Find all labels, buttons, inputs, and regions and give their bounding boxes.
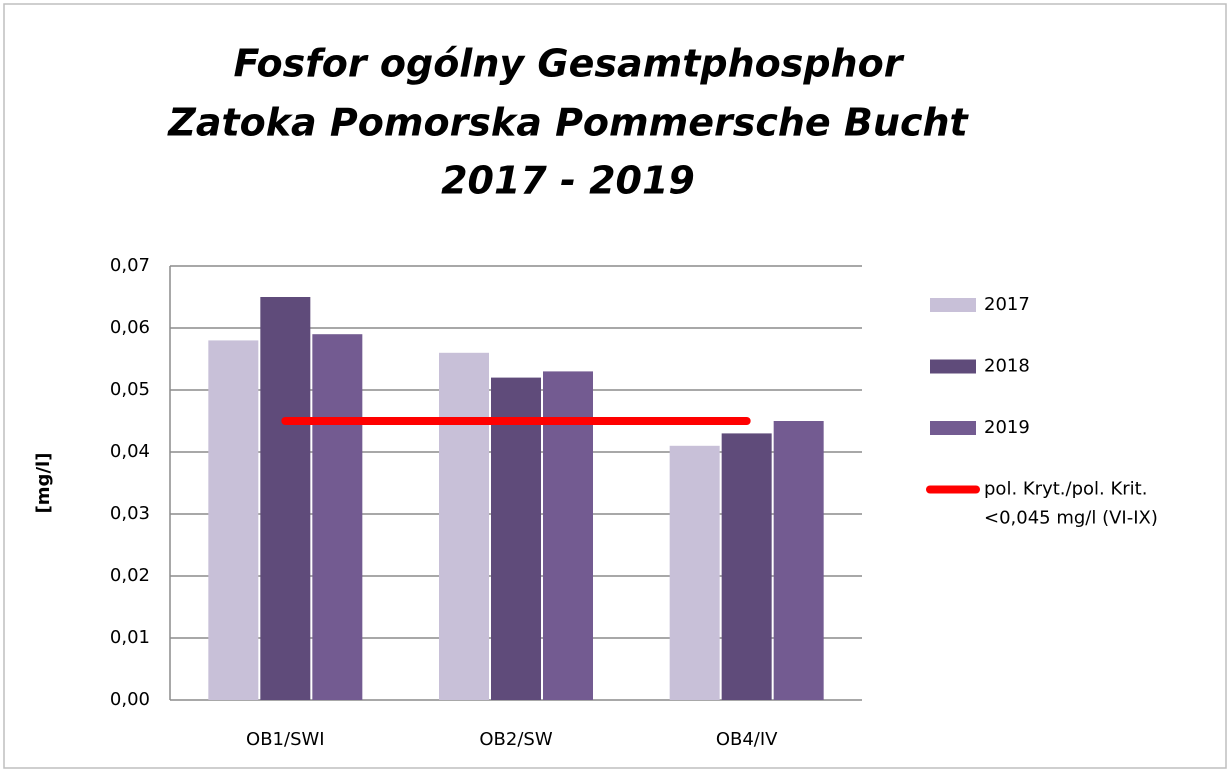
legend-label: 2018 [984,356,1030,377]
bar [491,377,541,700]
y-tick-label: 0,05 [110,379,150,400]
chart-title: Fosfor ogólny Gesamtphosphor [234,42,905,86]
y-tick-label: 0,06 [110,317,150,338]
x-tick-label: OB1/SWI [246,729,325,750]
x-tick-label: OB2/SW [479,729,552,750]
legend-label: <0,045 mg/l (VI-IX) [984,508,1158,529]
legend-swatch [930,421,976,435]
y-tick-label: 0,01 [110,627,150,648]
y-tick-label: 0,07 [110,255,150,276]
bar [669,445,720,700]
legend-label: 2019 [984,417,1030,438]
y-tick-label: 0,02 [110,565,150,586]
legend-swatch [930,359,976,374]
x-tick-label: OB4/IV [716,729,778,750]
legend-swatch [930,298,976,312]
legend-label: pol. Kryt./pol. Krit. [984,479,1147,500]
y-tick-label: 0,04 [110,441,150,462]
chart-title: 2017 - 2019 [441,159,695,203]
y-tick-label: 0,03 [110,503,150,524]
bar [773,421,824,700]
bar [543,371,593,700]
y-tick-label: 0,00 [110,689,150,710]
bar [312,334,363,700]
chart-border [3,3,1227,769]
bar [260,297,311,700]
y-axis-label: [mg/l] [33,453,54,514]
legend-label: 2017 [984,294,1030,315]
bar [439,352,489,700]
bar [208,340,259,700]
bar [721,433,772,700]
chart-title: Zatoka Pomorska Pommersche Bucht [167,101,969,145]
